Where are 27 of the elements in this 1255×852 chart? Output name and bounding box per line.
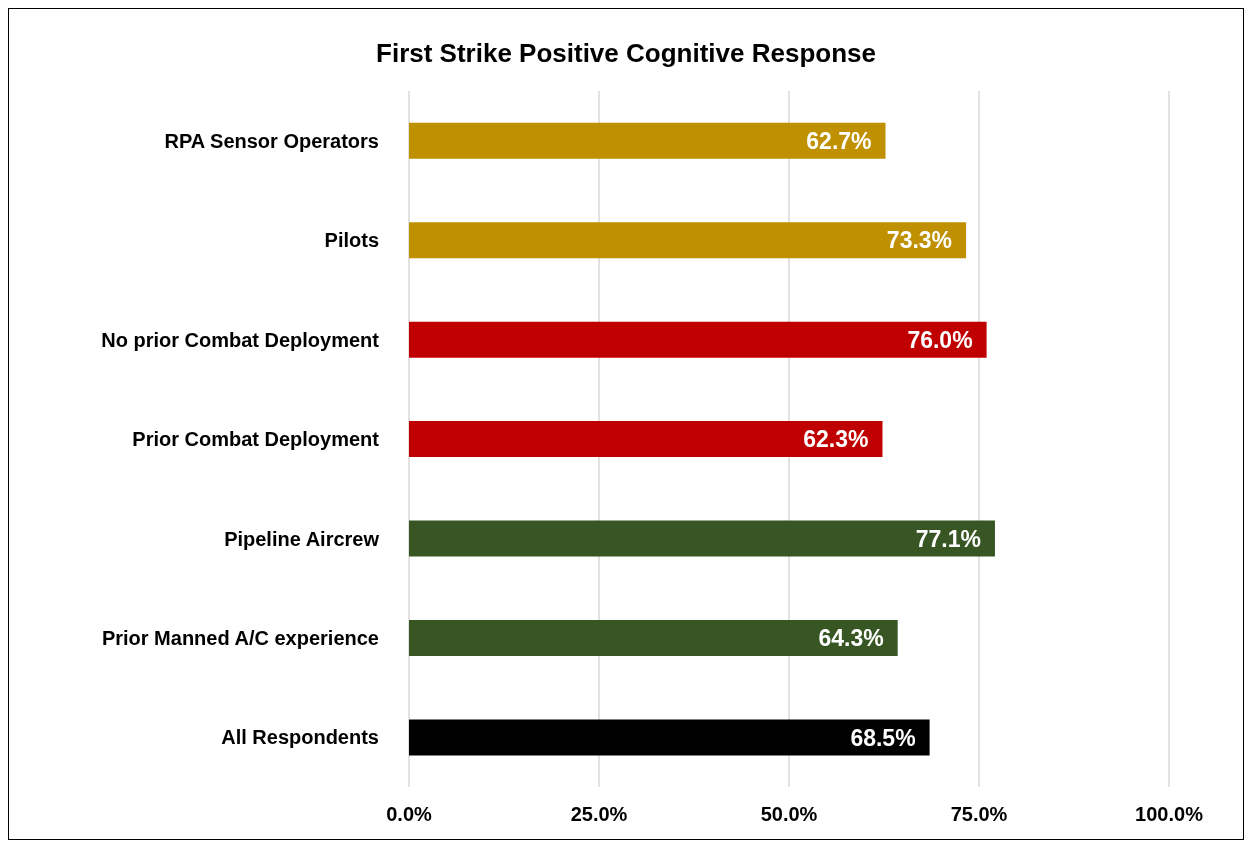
- y-tick-label: RPA Sensor Operators: [164, 129, 379, 152]
- bar: [409, 122, 886, 159]
- bar: [409, 222, 967, 259]
- y-tick-label: All Respondents: [221, 726, 379, 749]
- data-label: 62.3%: [803, 426, 869, 453]
- bar: [409, 719, 930, 756]
- y-tick-label: Prior Combat Deployment: [132, 428, 380, 451]
- bar: [409, 321, 987, 358]
- data-label: 76.0%: [907, 326, 973, 353]
- x-tick-label: 75.0%: [950, 803, 1008, 826]
- bar: [409, 421, 883, 458]
- data-label: 77.1%: [915, 525, 981, 552]
- data-label: 73.3%: [886, 227, 953, 254]
- y-tick-label: Pilots: [324, 229, 379, 252]
- y-tick-label: Pipeline Aircrew: [224, 527, 380, 550]
- bar: [409, 520, 995, 557]
- x-tick-label: 50.0%: [760, 803, 818, 826]
- data-label: 64.3%: [818, 625, 884, 652]
- x-tick-label: 25.0%: [570, 803, 628, 826]
- x-tick-label: 0.0%: [386, 803, 433, 826]
- bar: [409, 619, 898, 656]
- y-tick-label: No prior Combat Deployment: [101, 328, 380, 351]
- chart-title: First Strike Positive Cognitive Response: [375, 37, 877, 70]
- y-tick-label: Prior Manned A/C experience: [101, 626, 379, 649]
- data-label: 62.7%: [806, 127, 872, 154]
- data-label: 68.5%: [850, 724, 916, 751]
- x-tick-label: 100.0%: [1135, 803, 1204, 826]
